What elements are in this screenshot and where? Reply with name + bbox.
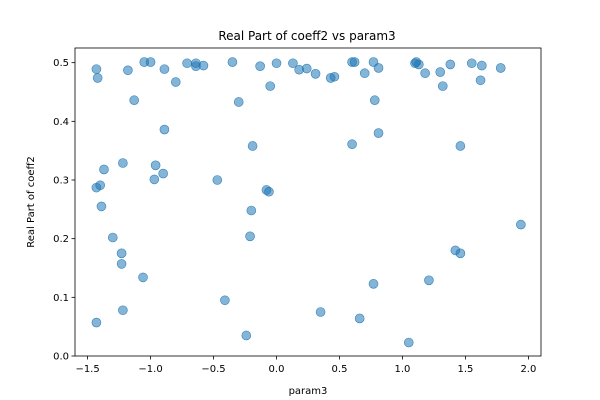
data-point xyxy=(424,275,434,286)
x-tick-label: 1.0 xyxy=(395,364,411,375)
x-tick-label: −1.5 xyxy=(75,364,99,375)
data-point xyxy=(116,248,127,259)
data-point xyxy=(347,139,357,150)
data-point xyxy=(329,71,340,82)
data-point xyxy=(373,128,384,138)
data-point xyxy=(107,232,118,243)
data-point xyxy=(516,219,526,230)
data-point xyxy=(118,158,128,168)
data-point xyxy=(245,231,255,242)
data-point xyxy=(369,95,380,106)
data-point xyxy=(150,160,161,171)
data-point xyxy=(198,60,209,71)
data-point xyxy=(315,307,326,317)
data-point xyxy=(310,69,321,79)
data-point xyxy=(288,58,298,69)
data-point xyxy=(182,58,192,69)
data-point xyxy=(403,337,414,348)
data-point xyxy=(91,64,102,74)
data-point xyxy=(212,175,223,185)
data-point xyxy=(170,77,181,87)
y-tick-label: 0.2 xyxy=(53,234,69,245)
y-tick-label: 0.4 xyxy=(53,117,69,128)
data-point xyxy=(437,81,448,91)
data-point xyxy=(220,295,230,306)
x-axis-label: param3 xyxy=(289,386,328,397)
x-tick-label: −1.0 xyxy=(138,364,162,375)
data-point xyxy=(359,68,370,79)
data-point xyxy=(466,58,477,69)
data-point xyxy=(246,205,257,216)
data-point xyxy=(91,317,102,328)
data-point xyxy=(247,141,258,151)
x-tick-label: −0.5 xyxy=(201,364,225,375)
data-point xyxy=(255,61,265,71)
data-point xyxy=(265,81,276,91)
data-point xyxy=(455,141,466,151)
data-point xyxy=(420,68,430,79)
plot-area-frame xyxy=(74,47,542,357)
data-point xyxy=(99,164,109,175)
data-point xyxy=(138,272,148,283)
data-point xyxy=(159,64,170,74)
y-tick-label: 0.3 xyxy=(53,176,69,187)
data-point xyxy=(495,63,506,73)
data-point xyxy=(301,63,312,74)
data-point xyxy=(96,201,107,212)
data-point xyxy=(435,67,446,77)
data-point xyxy=(227,57,238,67)
data-point xyxy=(414,59,424,70)
data-point xyxy=(123,65,133,76)
data-point xyxy=(264,186,274,197)
x-axis: −1.5 −1.0 −0.5 0.0 0.5 1.0 1.5 2.0 xyxy=(75,356,536,375)
points-layer xyxy=(91,57,526,348)
data-point xyxy=(118,305,128,316)
data-point xyxy=(354,313,365,324)
y-tick-label: 0.1 xyxy=(53,293,69,304)
y-tick-label: 0.5 xyxy=(53,58,69,69)
x-tick-label: 1.5 xyxy=(457,364,473,375)
data-point xyxy=(233,97,244,107)
data-point xyxy=(149,174,160,185)
y-tick-label: 0.0 xyxy=(53,352,69,363)
data-point xyxy=(477,60,487,71)
data-point xyxy=(373,63,384,73)
data-point xyxy=(475,75,486,86)
x-tick-label: 2.0 xyxy=(520,364,536,375)
data-point xyxy=(241,330,252,341)
y-axis: 0.0 0.1 0.2 0.3 0.4 0.5 xyxy=(53,58,75,363)
x-tick-label: 0.5 xyxy=(332,364,348,375)
data-point xyxy=(271,58,282,69)
data-point xyxy=(116,259,127,269)
data-point xyxy=(129,95,139,106)
data-point xyxy=(349,57,360,67)
data-point xyxy=(158,168,168,179)
data-point xyxy=(368,279,379,289)
data-point xyxy=(145,57,156,67)
data-point xyxy=(92,73,103,83)
y-axis-label: Real Part of coeff2 xyxy=(26,156,37,248)
data-point xyxy=(455,248,466,259)
data-point xyxy=(95,180,105,191)
data-point xyxy=(159,124,170,135)
x-tick-label: 0.0 xyxy=(269,364,285,375)
data-point xyxy=(445,59,456,70)
chart-title: Real Part of coeff2 vs param3 xyxy=(218,29,395,43)
